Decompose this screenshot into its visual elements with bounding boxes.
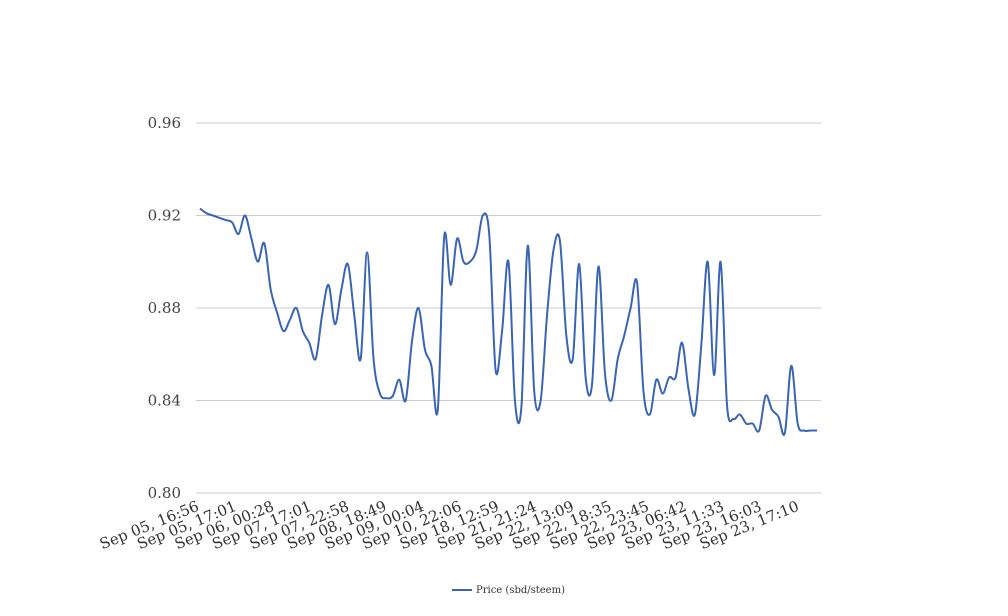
- series-lines: [199, 207, 817, 436]
- y-tick-label: 0.96: [148, 114, 181, 132]
- y-axis-ticks: 0.80 0.84 0.88 0.92 0.96: [148, 114, 181, 502]
- y-tick-label: 0.88: [148, 299, 181, 317]
- gridlines: [196, 122, 821, 494]
- y-tick-label: 0.92: [148, 207, 181, 225]
- y-tick-label: 0.80: [148, 484, 181, 502]
- series-line: [199, 207, 817, 436]
- y-tick-label: 0.84: [148, 392, 181, 410]
- legend-label: Price (sbd/steem): [476, 585, 565, 596]
- legend: Price (sbd/steem): [452, 585, 565, 596]
